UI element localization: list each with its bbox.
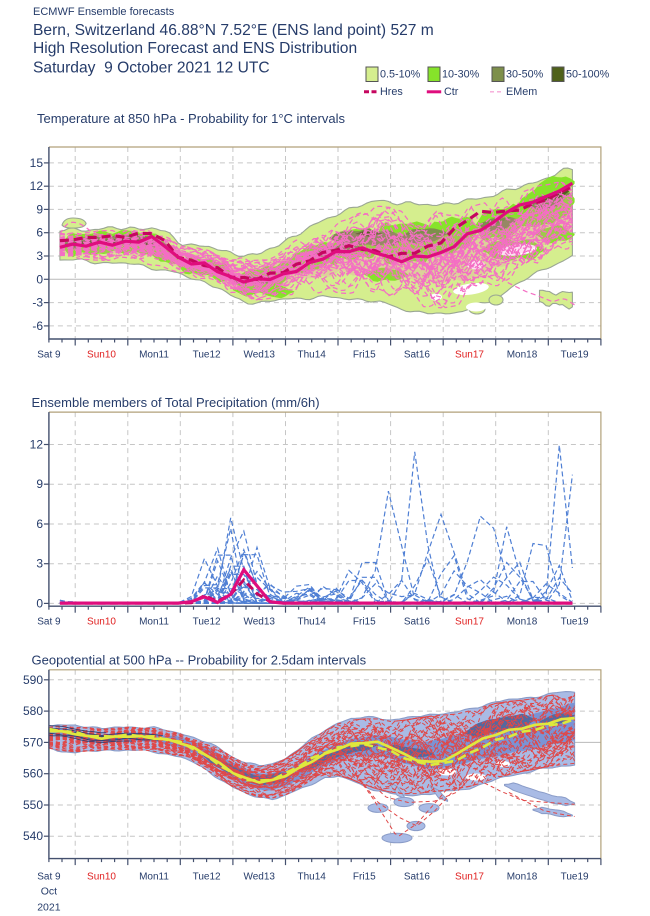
svg-text:Sat16: Sat16 bbox=[404, 617, 431, 628]
svg-text:Sat 9: Sat 9 bbox=[37, 350, 61, 361]
svg-text:Thu14: Thu14 bbox=[298, 872, 327, 883]
svg-text:Tue12: Tue12 bbox=[193, 872, 221, 883]
svg-text:Mon11: Mon11 bbox=[139, 872, 169, 883]
svg-text:Mon18: Mon18 bbox=[507, 617, 538, 628]
svg-text:Wed13: Wed13 bbox=[243, 617, 275, 628]
svg-text:Thu14: Thu14 bbox=[298, 617, 327, 628]
svg-text:-3: -3 bbox=[32, 296, 43, 310]
svg-text:High Resolution Forecast and E: High Resolution Forecast and ENS Distrib… bbox=[33, 40, 357, 57]
svg-text:Temperature at 850 hPa - Proba: Temperature at 850 hPa - Probability for… bbox=[37, 111, 345, 126]
svg-text:0: 0 bbox=[36, 596, 43, 610]
svg-text:Tue19: Tue19 bbox=[561, 617, 589, 628]
svg-text:Sun17: Sun17 bbox=[455, 617, 484, 628]
svg-text:Sat 9: Sat 9 bbox=[37, 617, 61, 628]
svg-text:50-100%: 50-100% bbox=[566, 69, 610, 81]
svg-text:ECMWF Ensemble forecasts: ECMWF Ensemble forecasts bbox=[33, 6, 175, 18]
svg-text:Tue19: Tue19 bbox=[561, 872, 589, 883]
svg-text:10-30%: 10-30% bbox=[442, 69, 480, 81]
svg-text:30-50%: 30-50% bbox=[506, 69, 544, 81]
svg-text:580: 580 bbox=[23, 704, 43, 718]
svg-text:Bern, Switzerland 46.88°N 7.52: Bern, Switzerland 46.88°N 7.52°E (ENS la… bbox=[33, 22, 434, 39]
svg-text:2021: 2021 bbox=[37, 902, 61, 914]
svg-text:6: 6 bbox=[36, 517, 43, 531]
svg-text:0: 0 bbox=[36, 272, 43, 286]
svg-text:Fri15: Fri15 bbox=[353, 872, 376, 883]
svg-text:Sun17: Sun17 bbox=[455, 872, 484, 883]
svg-text:12: 12 bbox=[30, 438, 44, 452]
svg-text:9: 9 bbox=[36, 477, 43, 491]
svg-text:3: 3 bbox=[36, 249, 43, 263]
svg-text:Mon18: Mon18 bbox=[507, 350, 538, 361]
svg-text:Saturday 9 October 2021 12 UT: Saturday 9 October 2021 12 UTC bbox=[33, 60, 270, 77]
svg-text:Sun17: Sun17 bbox=[455, 350, 484, 361]
svg-text:570: 570 bbox=[23, 735, 43, 749]
svg-text:Sat16: Sat16 bbox=[404, 872, 431, 883]
svg-text:550: 550 bbox=[23, 798, 43, 812]
svg-text:540: 540 bbox=[23, 829, 43, 843]
svg-text:Sun10: Sun10 bbox=[87, 617, 116, 628]
svg-text:Tue12: Tue12 bbox=[193, 617, 221, 628]
svg-text:Wed13: Wed13 bbox=[243, 872, 275, 883]
svg-text:15: 15 bbox=[30, 156, 44, 170]
svg-text:3: 3 bbox=[36, 557, 43, 571]
svg-text:12: 12 bbox=[30, 179, 44, 193]
svg-text:Sat 9: Sat 9 bbox=[37, 872, 61, 883]
svg-text:9: 9 bbox=[36, 202, 43, 216]
svg-text:0.5-10%: 0.5-10% bbox=[380, 69, 421, 81]
svg-text:590: 590 bbox=[23, 673, 43, 687]
svg-text:Ensemble members of Total Prec: Ensemble members of Total Precipitation … bbox=[32, 395, 320, 410]
svg-text:Geopotential at 500 hPa -- Pro: Geopotential at 500 hPa -- Probability f… bbox=[32, 653, 367, 668]
svg-text:Fri15: Fri15 bbox=[353, 350, 376, 361]
svg-text:EMem: EMem bbox=[506, 86, 537, 98]
svg-text:6: 6 bbox=[36, 226, 43, 240]
svg-text:-6: -6 bbox=[32, 319, 43, 333]
svg-text:Wed13: Wed13 bbox=[243, 350, 275, 361]
svg-text:Sat16: Sat16 bbox=[404, 350, 431, 361]
svg-text:560: 560 bbox=[23, 767, 43, 781]
svg-text:Mon11: Mon11 bbox=[139, 617, 169, 628]
svg-text:Mon18: Mon18 bbox=[507, 872, 538, 883]
svg-text:Mon11: Mon11 bbox=[139, 350, 169, 361]
svg-text:Oct: Oct bbox=[41, 886, 57, 898]
svg-text:Sun10: Sun10 bbox=[87, 872, 116, 883]
svg-text:Ctr: Ctr bbox=[444, 86, 459, 98]
svg-text:Hres: Hres bbox=[380, 86, 403, 98]
svg-text:Sun10: Sun10 bbox=[87, 350, 116, 361]
svg-text:Tue19: Tue19 bbox=[561, 350, 589, 361]
svg-text:Fri15: Fri15 bbox=[353, 617, 376, 628]
svg-text:Thu14: Thu14 bbox=[298, 350, 327, 361]
svg-text:Tue12: Tue12 bbox=[193, 350, 221, 361]
